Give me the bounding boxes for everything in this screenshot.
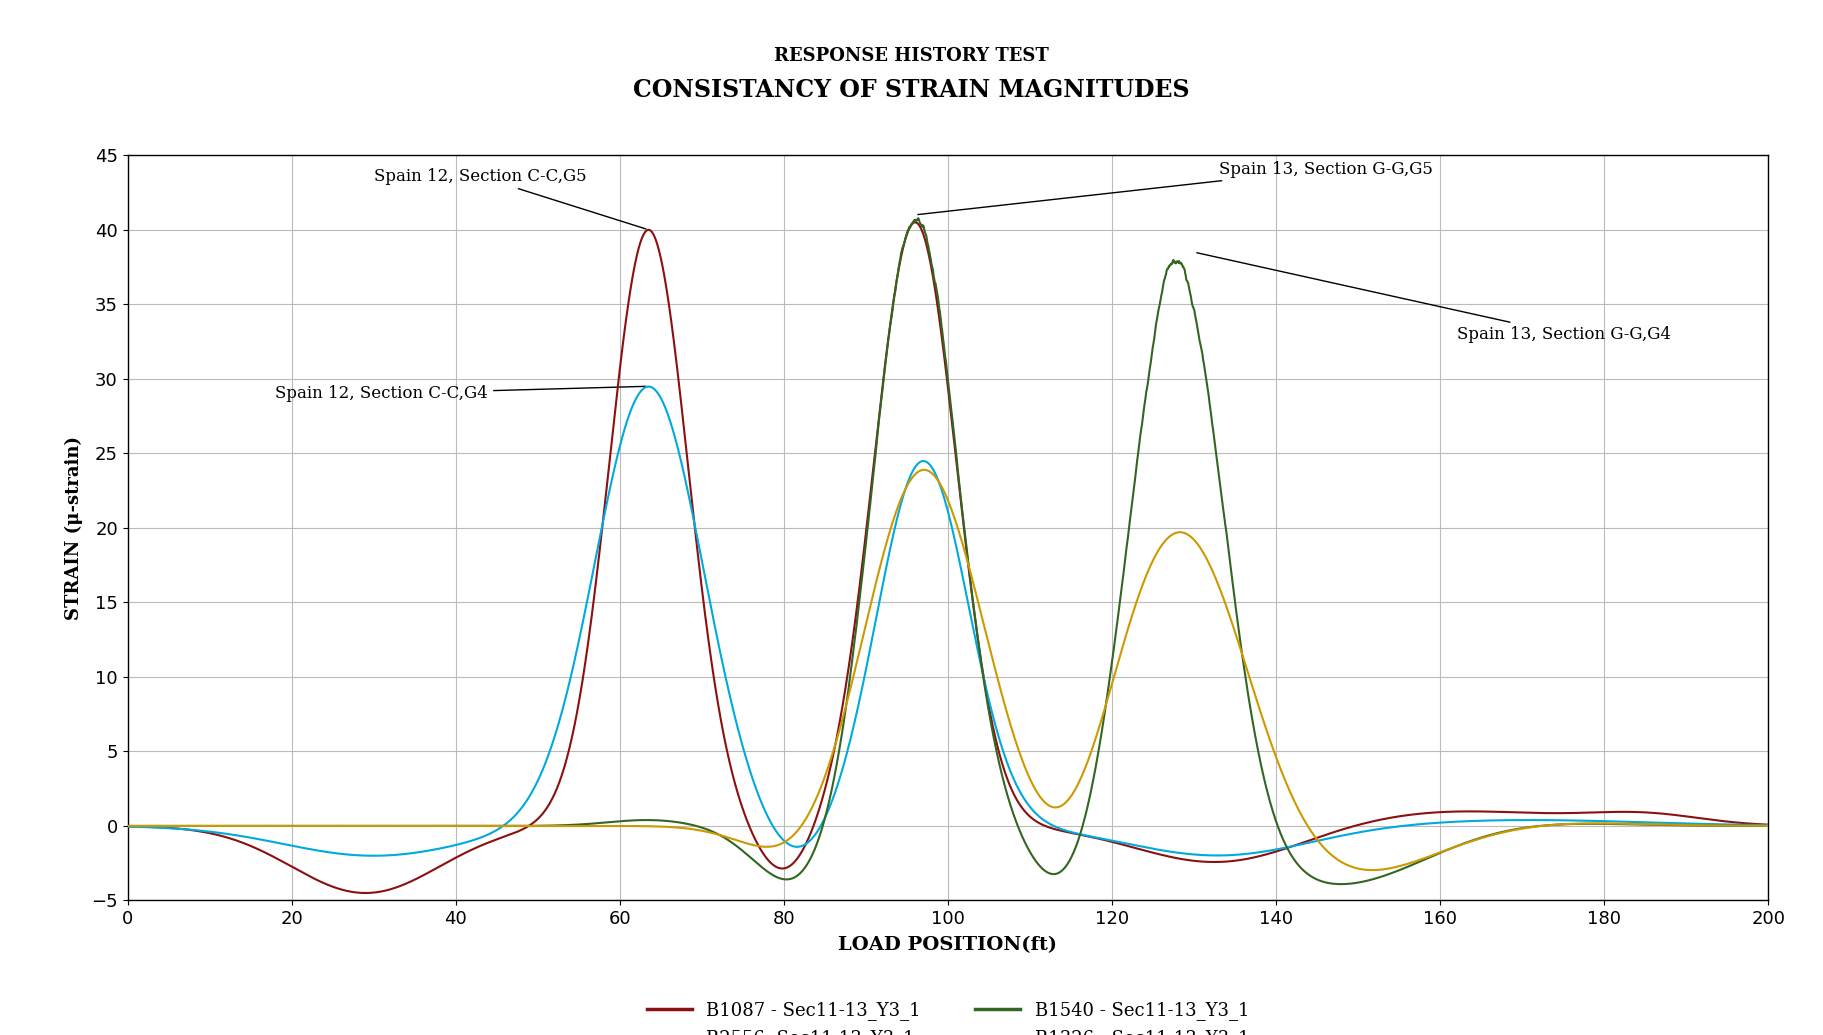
Text: CONSISTANCY OF STRAIN MAGNITUDES: CONSISTANCY OF STRAIN MAGNITUDES	[633, 78, 1190, 101]
Y-axis label: STRAIN (μ-strain): STRAIN (μ-strain)	[64, 436, 82, 620]
Text: Spain 13, Section G-G,G5: Spain 13, Section G-G,G5	[919, 160, 1433, 214]
Text: Spain 12, Section C-C,G4: Spain 12, Section C-C,G4	[275, 385, 645, 403]
Text: RESPONSE HISTORY TEST: RESPONSE HISTORY TEST	[775, 47, 1048, 64]
X-axis label: LOAD POSITION(ft): LOAD POSITION(ft)	[839, 937, 1057, 954]
Legend: B1087 - Sec11-13_Y3_1, B2556- Sec11-13_Y3_1, B1540 - Sec11-13_Y3_1, B1326 - Sec1: B1087 - Sec11-13_Y3_1, B2556- Sec11-13_Y…	[640, 994, 1256, 1035]
Text: Spain 13, Section G-G,G4: Spain 13, Section G-G,G4	[1196, 253, 1670, 343]
Text: Spain 12, Section C-C,G5: Spain 12, Section C-C,G5	[374, 168, 645, 229]
